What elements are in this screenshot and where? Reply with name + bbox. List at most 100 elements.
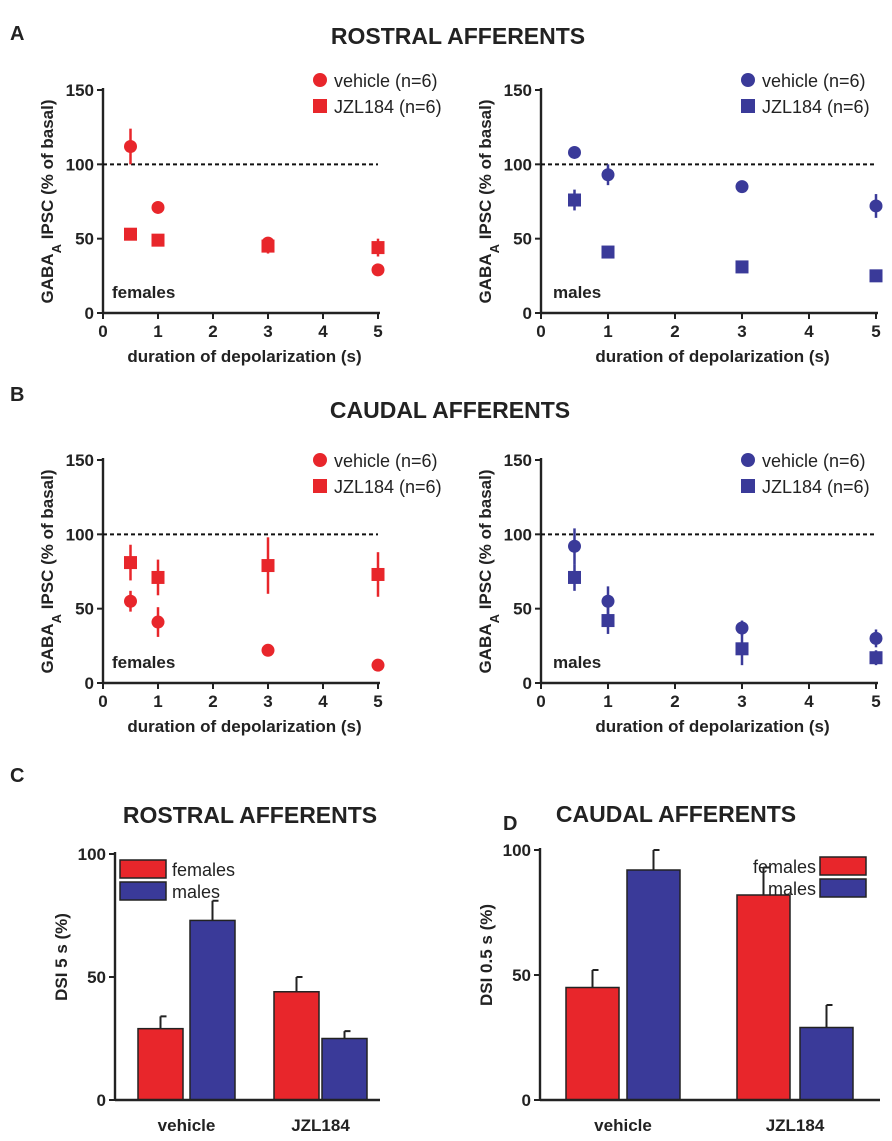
chart-rostral-males: 0 50 100 150 0 1 2 3 4 5 duration of depolarizatio… bbox=[476, 71, 883, 366]
y-axis-label: GABAA IPSC (% of basal) bbox=[38, 470, 64, 674]
x-tick-label: 1 bbox=[603, 322, 612, 341]
legend-marker-square bbox=[313, 99, 327, 113]
x-tick-label: 1 bbox=[153, 322, 162, 341]
data-point-square bbox=[568, 193, 581, 207]
legend-marker-circle bbox=[741, 73, 755, 87]
x-tick-label: 2 bbox=[670, 322, 679, 341]
data-point-square bbox=[261, 559, 275, 573]
y-tick-label: 0 bbox=[85, 674, 94, 693]
x-tick-label: 1 bbox=[153, 692, 162, 711]
legend-label: females bbox=[753, 857, 816, 877]
x-tick-label: 5 bbox=[373, 322, 382, 341]
legend-swatch bbox=[819, 856, 867, 876]
chart-caudal-males: 0 50 100 150 0 1 2 3 4 5 duration of depolarizatio… bbox=[476, 451, 883, 736]
y-axis-label-rest: IPSC (% of basal) bbox=[476, 100, 495, 245]
legend-label: vehicle (n=6) bbox=[762, 451, 866, 471]
y-axis-label: GABAA IPSC (% of basal) bbox=[38, 100, 64, 304]
legend-label: males bbox=[768, 879, 816, 899]
group-annotation: females bbox=[112, 283, 175, 302]
x-tick-label: 5 bbox=[871, 322, 880, 341]
category-label: JZL184 bbox=[291, 1116, 350, 1135]
x-tick-label: 4 bbox=[318, 692, 328, 711]
x-tick-label: 0 bbox=[536, 322, 545, 341]
legend-label: vehicle (n=6) bbox=[334, 451, 438, 471]
y-axis-label-main: GABA bbox=[476, 253, 495, 303]
x-tick-label: 3 bbox=[263, 692, 272, 711]
bar bbox=[736, 894, 791, 1101]
y-tick-label: 0 bbox=[85, 304, 94, 323]
bar bbox=[565, 986, 620, 1101]
category-label: vehicle bbox=[594, 1116, 652, 1135]
data-point-circle bbox=[124, 139, 137, 153]
bar bbox=[189, 919, 236, 1101]
y-axis-label-sub: A bbox=[49, 243, 64, 253]
y-tick-label: 150 bbox=[66, 81, 94, 100]
y-tick-label: 0 bbox=[523, 304, 532, 323]
x-tick-label: 1 bbox=[603, 692, 612, 711]
y-tick-label: 50 bbox=[513, 230, 532, 249]
x-tick-label: 0 bbox=[98, 692, 107, 711]
bar bbox=[321, 1037, 368, 1101]
chart-title: ROSTRAL AFFERENTS bbox=[123, 802, 377, 828]
y-tick-label: 100 bbox=[504, 155, 532, 174]
chart-title: CAUDAL AFFERENTS bbox=[556, 801, 796, 827]
data-point-circle bbox=[151, 615, 165, 629]
x-tick-label: 4 bbox=[804, 322, 814, 341]
data-point-circle bbox=[568, 539, 581, 553]
y-tick-label: 50 bbox=[75, 600, 94, 619]
data-point-square bbox=[869, 269, 883, 283]
x-tick-label: 2 bbox=[670, 692, 679, 711]
data-point-square bbox=[735, 642, 749, 656]
y-axis-label-main: GABA bbox=[476, 623, 495, 673]
legend-marker-circle bbox=[741, 453, 755, 467]
chart-d-dsi-caudal: D CAUDAL AFFERENTS vehicle JZL184 0 50 100 DSI … bbox=[477, 801, 880, 1135]
y-axis-label: GABAA IPSC (% of basal) bbox=[476, 470, 502, 674]
category-label: JZL184 bbox=[766, 1116, 825, 1135]
y-tick-label: 150 bbox=[66, 451, 94, 470]
y-tick-label: 50 bbox=[87, 968, 106, 987]
y-axis-label: DSI 5 s (%) bbox=[52, 913, 71, 1001]
data-point-square bbox=[151, 570, 165, 584]
y-axis-label-rest: IPSC (% of basal) bbox=[38, 100, 57, 245]
y-axis-label: GABAA IPSC (% of basal) bbox=[476, 100, 502, 304]
y-tick-label: 0 bbox=[97, 1091, 106, 1110]
data-point-circle bbox=[124, 594, 137, 608]
legend-label: vehicle (n=6) bbox=[762, 71, 866, 91]
data-point-square bbox=[601, 245, 615, 259]
x-tick-label: 3 bbox=[737, 692, 746, 711]
y-axis-label-rest: IPSC (% of basal) bbox=[38, 470, 57, 615]
x-tick-label: 0 bbox=[98, 322, 107, 341]
x-tick-label: 5 bbox=[871, 692, 880, 711]
x-tick-label: 5 bbox=[373, 692, 382, 711]
bar bbox=[626, 869, 681, 1101]
legend-swatch bbox=[119, 859, 167, 879]
data-point-square bbox=[869, 651, 883, 665]
data-point-circle bbox=[869, 199, 883, 213]
data-point-circle bbox=[601, 594, 615, 608]
data-point-circle bbox=[261, 643, 275, 657]
chart-rostral-females: 0 50 100 150 0 1 2 3 4 5 duration of depolarizatio… bbox=[38, 71, 442, 366]
y-tick-label: 100 bbox=[503, 841, 531, 860]
section-title-rostral: ROSTRAL AFFERENTS bbox=[331, 23, 585, 49]
data-point-circle bbox=[568, 145, 581, 159]
y-tick-label: 100 bbox=[504, 525, 532, 544]
y-tick-label: 100 bbox=[66, 155, 94, 174]
bar bbox=[137, 1027, 184, 1101]
y-tick-label: 100 bbox=[78, 845, 106, 864]
data-point-square bbox=[601, 614, 615, 628]
x-tick-label: 4 bbox=[804, 692, 814, 711]
legend-label: JZL184 (n=6) bbox=[334, 477, 442, 497]
y-axis-label-sub: A bbox=[487, 243, 502, 253]
legend-label: females bbox=[172, 860, 235, 880]
data-point-circle bbox=[869, 631, 883, 645]
legend-label: males bbox=[172, 882, 220, 902]
data-point-circle bbox=[601, 168, 615, 182]
legend-label: JZL184 (n=6) bbox=[762, 97, 870, 117]
y-axis-label-main: GABA bbox=[38, 623, 57, 673]
legend-swatch bbox=[819, 878, 867, 898]
panel-label-b: B bbox=[10, 384, 24, 406]
x-tick-label: 0 bbox=[536, 692, 545, 711]
x-tick-label: 3 bbox=[263, 322, 272, 341]
y-tick-label: 50 bbox=[75, 230, 94, 249]
x-axis-label: duration of depolarization (s) bbox=[127, 717, 361, 736]
